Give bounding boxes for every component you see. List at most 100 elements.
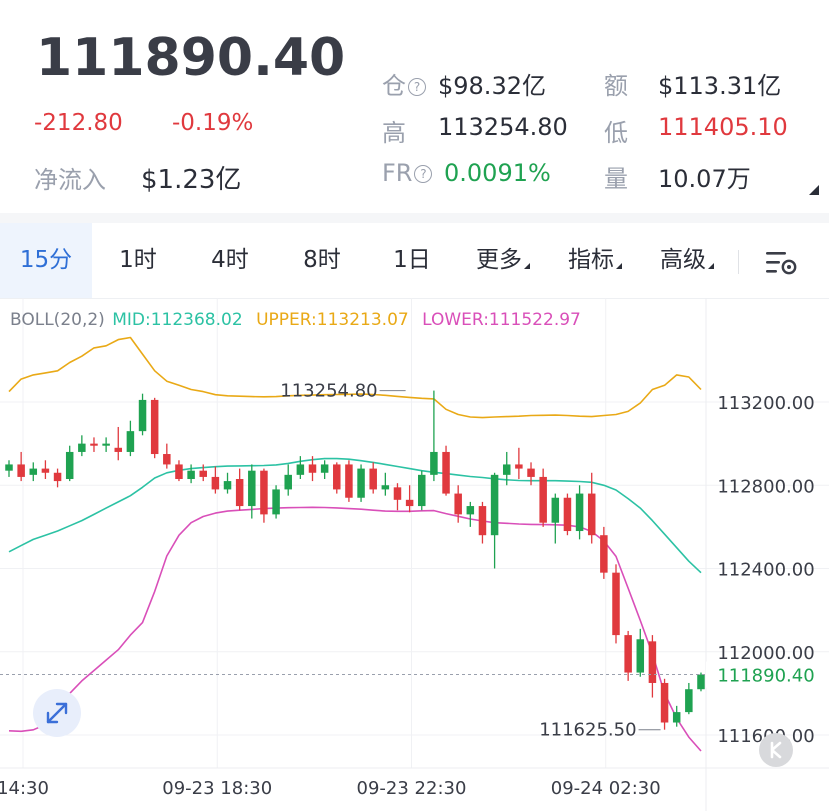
boll-upper-line: [8, 336, 702, 419]
tab-1d[interactable]: 1日: [393, 247, 431, 273]
candle-body: [502, 464, 511, 475]
help-icon[interactable]: ?: [408, 78, 426, 96]
candle-body: [333, 464, 341, 490]
boll-name: BOLL(20,2): [10, 310, 105, 330]
tab-15m[interactable]: 15分: [0, 223, 92, 298]
chart-settings-icon[interactable]: [765, 250, 799, 276]
y-tick-label: 113200.00: [717, 393, 814, 414]
volume-value: 10.07万: [658, 165, 751, 193]
candle-body: [5, 464, 13, 471]
boll-mid-line: [8, 457, 702, 574]
low-value: 111405.10: [658, 113, 788, 141]
candle-body: [175, 464, 183, 480]
candle-body: [418, 474, 426, 507]
candle-body: [575, 493, 584, 532]
candle-body: [102, 443, 110, 446]
funding-rate-label-text: FR: [382, 159, 413, 187]
tab-indicators[interactable]: 指标: [554, 223, 636, 298]
y-tick-label: 112400.00: [717, 560, 814, 581]
dropdown-triangle-icon: [616, 263, 622, 269]
candle-body: [442, 451, 450, 494]
x-tick-label: 09-23 18:30: [162, 778, 272, 799]
open-interest-label-text: 仓: [382, 72, 406, 100]
amount-label: 额: [604, 72, 628, 100]
tab-more-label: 更多: [476, 247, 522, 273]
expand-triangle-icon[interactable]: [809, 185, 819, 195]
candle-body: [320, 464, 329, 473]
candle-body: [187, 470, 195, 480]
boll-upper: UPPER:113213.07: [256, 310, 409, 330]
candle-body: [78, 443, 86, 452]
candle-body: [248, 470, 256, 507]
candle-body: [405, 499, 414, 507]
candle-body: [150, 399, 159, 455]
candle-body: [515, 464, 523, 469]
candle-body: [430, 451, 438, 475]
tab-4h[interactable]: 4时: [211, 247, 249, 273]
y-tick-label: 112000.00: [717, 643, 814, 664]
candle-body: [53, 472, 62, 482]
candle-body: [527, 468, 535, 477]
candle-body: [393, 487, 402, 500]
candle-body: [284, 474, 292, 490]
expand-arrows-icon: [46, 702, 68, 724]
candle-body: [685, 689, 693, 713]
boll-legend: BOLL(20,2) MID:112368.02 UPPER:113213.07…: [10, 310, 581, 330]
candle-body: [539, 476, 547, 523]
candle-body: [697, 674, 705, 690]
dropdown-triangle-icon: [708, 263, 714, 269]
candle-body: [223, 481, 232, 490]
candle-body: [235, 479, 244, 507]
boll-mid: MID:112368.02: [112, 310, 243, 330]
ticker-header: 111890.40 -212.80 -0.19% 净流入 $1.23亿 仓? $…: [0, 0, 829, 213]
funding-rate-value: 0.0091%: [444, 159, 551, 187]
high-annotation-label: 113254.80: [280, 381, 377, 402]
funding-rate-label[interactable]: FR?: [382, 159, 433, 187]
candle-body: [90, 443, 98, 446]
candle-body: [308, 464, 317, 473]
open-interest-label[interactable]: 仓?: [382, 66, 426, 101]
candle-body: [551, 497, 560, 523]
tab-indicators-label: 指标: [568, 247, 614, 273]
candle-body: [65, 451, 74, 480]
section-divider: [0, 213, 829, 223]
dropdown-triangle-icon: [524, 263, 530, 269]
candle-body: [381, 485, 390, 490]
candle-body: [490, 474, 499, 536]
toolbar-separator: [738, 250, 739, 274]
k-line-button[interactable]: [759, 733, 793, 767]
fullscreen-button[interactable]: [33, 689, 81, 737]
candle-body: [612, 572, 620, 636]
candle-body: [41, 468, 50, 473]
tab-1h[interactable]: 1时: [119, 247, 157, 273]
volume-label: 量: [604, 165, 628, 193]
candle-body: [454, 493, 462, 515]
candle-body: [636, 639, 645, 673]
candlestick-chart[interactable]: 111890.40 113200.00 112800.00 112400.00 1120…: [0, 298, 829, 811]
candle-body: [114, 447, 123, 452]
current-price-label: 111890.40: [717, 666, 814, 687]
candle-body: [624, 635, 632, 673]
open-interest-value: $98.32亿: [438, 72, 546, 100]
price-change-abs: -212.80: [34, 110, 123, 136]
help-icon[interactable]: ?: [414, 165, 433, 183]
amount-value: $113.31亿: [658, 72, 782, 100]
y-tick-label: 112800.00: [717, 476, 814, 497]
tab-8h[interactable]: 8时: [303, 247, 341, 273]
candle-body: [563, 497, 572, 532]
low-label: 低: [604, 119, 628, 147]
tab-advanced-label: 高级: [660, 247, 706, 273]
tab-more[interactable]: 更多: [462, 223, 544, 298]
tab-advanced[interactable]: 高级: [646, 223, 728, 298]
candle-body: [296, 464, 305, 475]
candle-body: [600, 535, 608, 573]
x-tick-label: 14:30: [0, 778, 49, 799]
candle-body: [369, 468, 377, 490]
candle-body: [138, 399, 147, 432]
candle-body: [345, 464, 353, 498]
k-icon: [770, 741, 782, 759]
candle-body: [357, 468, 365, 498]
netflow-value: $1.23亿: [141, 165, 242, 195]
price-change-pct: -0.19%: [172, 110, 254, 136]
candle-body: [660, 682, 669, 723]
